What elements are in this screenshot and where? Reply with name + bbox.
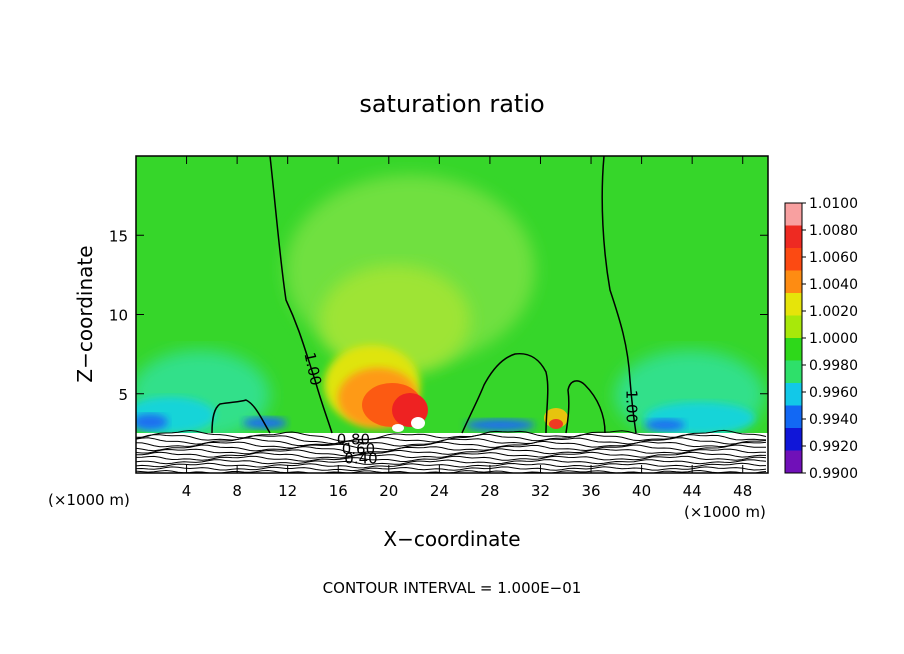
x-tick-label: 32	[531, 482, 550, 500]
colorbar-swatch	[785, 338, 802, 361]
contour-1.00-left	[269, 156, 333, 434]
y-tick-label: 15	[109, 227, 128, 245]
colorbar-label: 0.9900	[809, 466, 858, 482]
colorbar-label: 1.0100	[809, 196, 858, 212]
surface-contour-line	[136, 444, 767, 454]
colorbar-label: 0.9940	[809, 412, 858, 428]
x-unit-left: (×1000 m)	[48, 491, 130, 509]
contour-1.00-right-cell	[565, 380, 606, 434]
saturation-field	[136, 156, 768, 473]
contour-1.00-left-cell	[211, 399, 271, 434]
y-axis-label: Z−coordinate	[73, 245, 97, 382]
x-tick-label: 36	[581, 482, 600, 500]
y-tick-label: 10	[109, 307, 128, 325]
colorbar-swatch	[785, 203, 802, 226]
surface-contour-line	[136, 451, 767, 459]
surface-contour-line	[136, 437, 767, 447]
surface-contour-lines	[136, 429, 767, 473]
x-tick-label: 28	[480, 482, 499, 500]
colorbar-label: 1.0060	[809, 250, 858, 266]
x-tick-label: 24	[430, 482, 449, 500]
small-cell-red	[549, 419, 563, 429]
colorbar-swatch	[785, 315, 802, 339]
y-axis: 5 10 15	[109, 227, 768, 404]
surface-contour-line	[136, 440, 767, 451]
chart-title: saturation ratio	[359, 90, 544, 118]
x-tick-label: 20	[379, 482, 398, 500]
colorbar-swatch	[785, 383, 802, 406]
x-tick-label: 40	[632, 482, 651, 500]
colorbar-swatch	[785, 405, 802, 429]
colorbar-label: 0.9980	[809, 358, 858, 374]
contour-1.00-center-cell	[461, 352, 549, 434]
colorbar-swatch	[785, 450, 802, 474]
colorbar-label: 1.0080	[809, 223, 858, 239]
outflow-white-spot-small	[392, 424, 404, 432]
contour-label: 0.40	[344, 449, 377, 467]
x-unit-right: (×1000 m)	[684, 503, 766, 521]
x-tick-label: 12	[278, 482, 297, 500]
surface-contour-line	[136, 462, 767, 469]
colorbar-swatch	[785, 270, 802, 294]
colorbar-swatch	[785, 360, 802, 384]
colorbar-swatch	[785, 428, 802, 451]
left-blue-patch	[136, 414, 168, 430]
surface-contour-line	[136, 448, 766, 457]
surface-contour-line	[136, 459, 767, 465]
x-tick-label: 4	[182, 482, 192, 500]
colorbar-label: 1.0000	[809, 331, 858, 347]
surface-contour-line	[136, 429, 767, 442]
contour-1.00-right	[601, 156, 637, 434]
colorbar-swatch	[785, 248, 802, 271]
surface-contour-line	[136, 455, 767, 463]
x-tick-label: 44	[683, 482, 702, 500]
center-blue-patch	[465, 419, 535, 431]
x-axis: 4 8 12 16 20 24 28 32 36 40 44 48	[182, 156, 752, 500]
x-tick-label: 16	[329, 482, 348, 500]
contour-label: 0.80	[337, 430, 370, 448]
x-tick-label: 8	[232, 482, 242, 500]
colorbar-swatch	[785, 293, 802, 316]
colorbar-label: 0.9960	[809, 385, 858, 401]
colorbar-label: 0.9920	[809, 439, 858, 455]
colorbar-swatch	[785, 225, 802, 249]
contour-label: 0.60	[342, 440, 375, 458]
colorbar-label: 1.0040	[809, 277, 858, 293]
colorbar-label: 1.0020	[809, 304, 858, 320]
surface-contour-line	[136, 466, 767, 472]
y-tick-label: 5	[118, 386, 128, 404]
right-blue-patch	[645, 419, 685, 431]
outflow-white-spot	[411, 417, 425, 429]
x-axis-label: X−coordinate	[383, 527, 520, 551]
contour-label: 1.00	[622, 390, 640, 423]
contour-interval-note: CONTOUR INTERVAL = 1.000E−01	[323, 579, 582, 597]
x-tick-label: 48	[733, 482, 752, 500]
colorbar: 1.0100 1.0080 1.0060 1.0040 1.0020 1.0000 0.99…	[784, 196, 858, 482]
